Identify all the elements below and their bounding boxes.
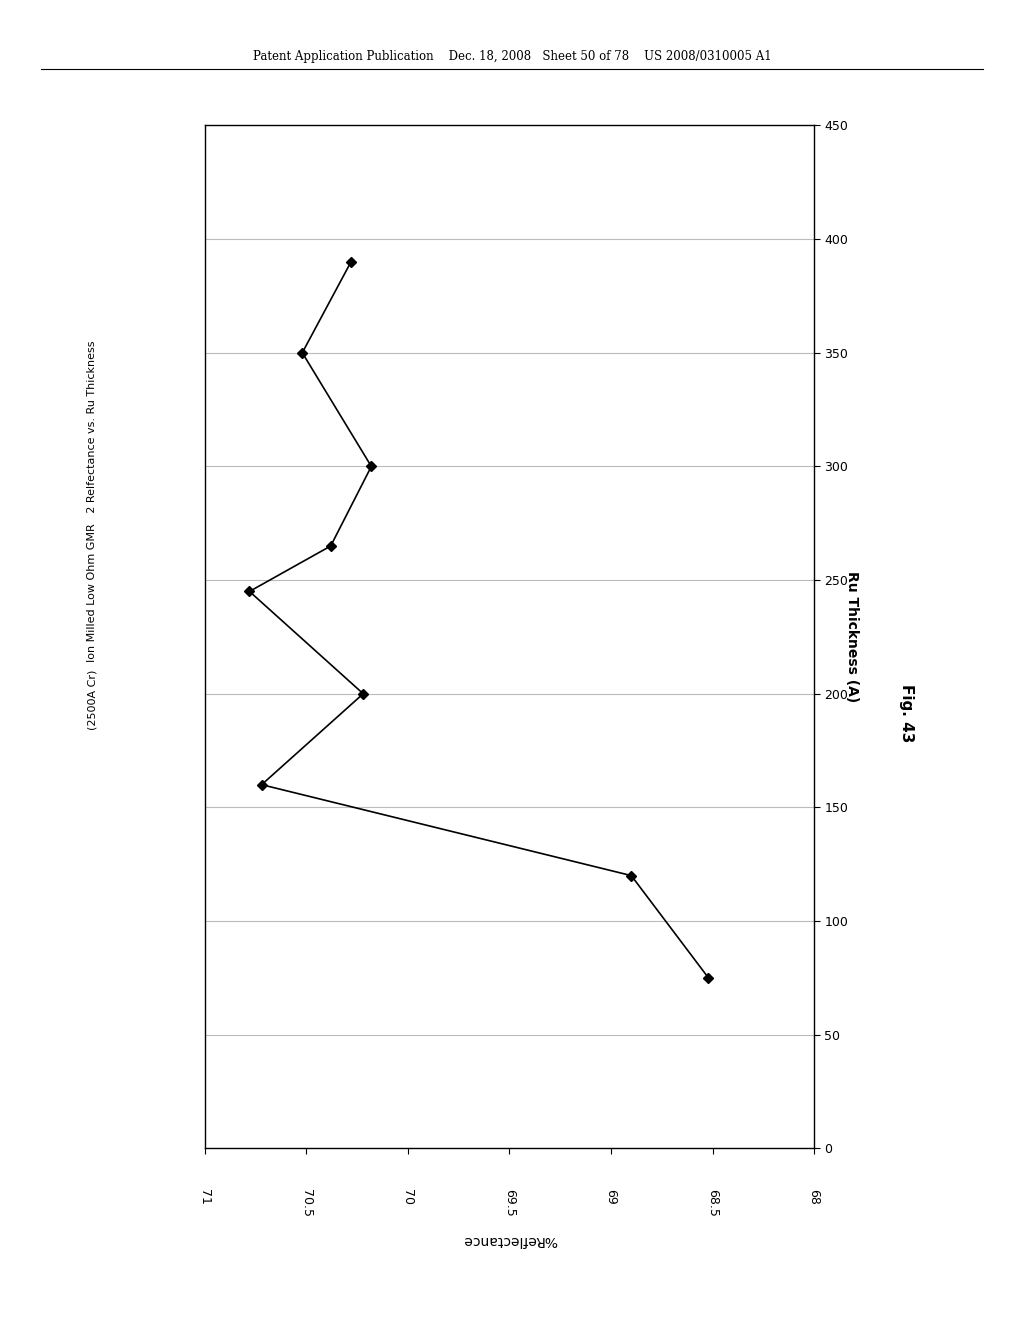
Text: Patent Application Publication    Dec. 18, 2008   Sheet 50 of 78    US 2008/0310: Patent Application Publication Dec. 18, … bbox=[253, 50, 771, 63]
Text: Ion Milled Low Ohm GMR   2 Relfectance vs. Ru Thickness: Ion Milled Low Ohm GMR 2 Relfectance vs.… bbox=[87, 341, 97, 663]
Y-axis label: Ru Thickness (A): Ru Thickness (A) bbox=[846, 572, 859, 702]
Text: 69.5: 69.5 bbox=[503, 1189, 516, 1217]
Text: 71: 71 bbox=[199, 1189, 211, 1205]
Text: 70.5: 70.5 bbox=[300, 1189, 313, 1217]
Text: 68: 68 bbox=[808, 1189, 820, 1205]
Text: 68.5: 68.5 bbox=[706, 1189, 719, 1217]
Text: 70: 70 bbox=[401, 1189, 415, 1205]
Text: 69: 69 bbox=[604, 1189, 617, 1205]
Text: (2500A Cr): (2500A Cr) bbox=[87, 669, 97, 730]
Text: Fig. 43: Fig. 43 bbox=[899, 684, 913, 742]
Text: %Reflectance: %Reflectance bbox=[462, 1233, 557, 1247]
